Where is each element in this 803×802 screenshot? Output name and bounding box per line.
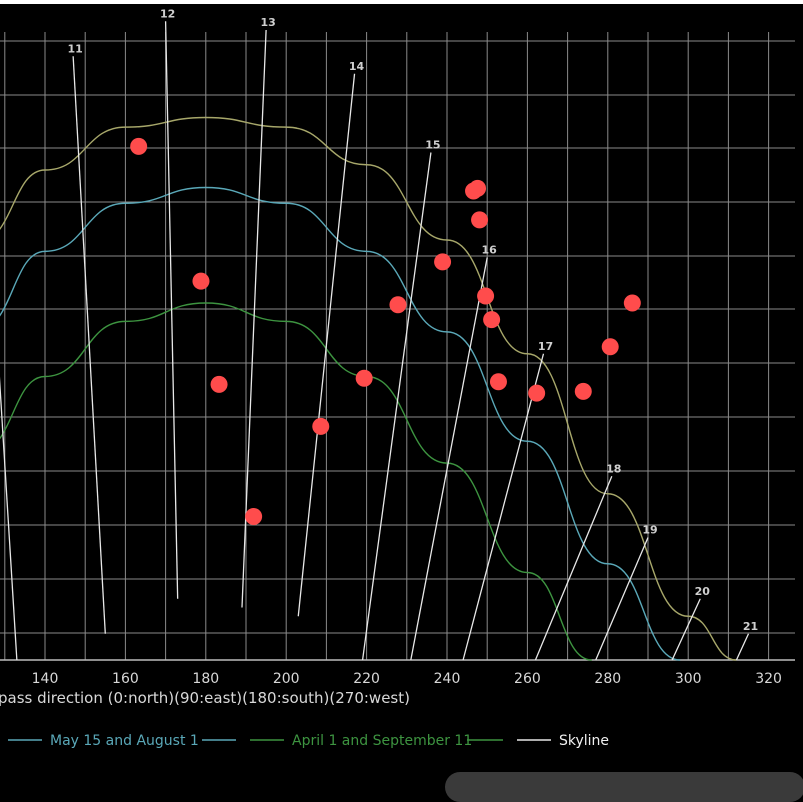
data-points — [130, 137, 641, 525]
hour-label-19: 19 — [642, 524, 657, 537]
hour-label-12: 12 — [160, 7, 175, 20]
hour-label-13: 13 — [260, 16, 275, 29]
data-point — [192, 272, 210, 290]
top-edge-bar — [0, 0, 803, 4]
hour-label-16: 16 — [482, 244, 498, 257]
hour-label-18: 18 — [606, 462, 621, 475]
data-point — [483, 311, 501, 329]
x-tick-label: 200 — [273, 671, 300, 687]
hour-line-13 — [241, 29, 267, 608]
data-point — [210, 375, 228, 393]
data-point — [312, 417, 330, 435]
data-point — [355, 369, 373, 387]
data-point — [389, 296, 407, 314]
x-tick-label: 180 — [192, 671, 219, 687]
data-point — [471, 211, 489, 229]
sun-path-curve-2 — [0, 302, 592, 661]
hour-lines: 101112131415161718192021 — [0, 7, 758, 661]
hour-label-15: 15 — [425, 139, 440, 152]
x-tick-labels: 140 160 180 200 220 240 260 280 300 320 — [32, 671, 782, 687]
hour-line-12 — [164, 21, 179, 599]
data-point — [434, 253, 452, 271]
x-tick-label: 160 — [112, 671, 139, 687]
hour-label-14: 14 — [349, 60, 365, 73]
hour-line-20 — [671, 598, 701, 661]
hour-line-16 — [410, 257, 488, 661]
sun-path-curve-0 — [0, 116, 737, 661]
data-point — [245, 508, 263, 525]
x-tick-label: 220 — [353, 671, 380, 687]
data-point — [601, 338, 619, 356]
x-tick-label: 280 — [594, 671, 621, 687]
hour-line-11 — [72, 56, 106, 634]
hour-line-10 — [0, 376, 18, 661]
bottom-overlay-pill — [445, 772, 803, 802]
x-tick-label: 260 — [514, 671, 541, 687]
data-point — [489, 373, 507, 391]
data-point — [574, 382, 592, 400]
sun-path-curves — [0, 116, 737, 661]
hour-line-19 — [595, 537, 649, 661]
sun-path-chart: 101112131415161718192021 140160180200220… — [0, 7, 795, 749]
hour-line-15 — [361, 152, 432, 661]
data-point — [130, 137, 148, 155]
sun-path-curve-1 — [0, 186, 681, 661]
x-tick-label: 240 — [434, 671, 461, 687]
data-point — [528, 384, 546, 402]
hour-line-21 — [735, 633, 750, 661]
legend-label: Skyline — [559, 733, 609, 749]
x-tick-label: 140 — [32, 671, 59, 687]
hour-line-14 — [297, 73, 356, 617]
data-point — [469, 179, 487, 197]
grid — [0, 32, 795, 661]
chart-svg: 101112131415161718192021 140160180200220… — [0, 7, 795, 749]
legend-label: May 15 and August 1 — [50, 733, 199, 749]
hour-label-21: 21 — [743, 620, 758, 633]
legend: May 15 and August 1 April 1 and September… — [8, 733, 609, 749]
x-tick-label: 300 — [675, 671, 702, 687]
data-point — [623, 294, 641, 312]
data-point — [477, 287, 495, 305]
hour-label-17: 17 — [538, 340, 553, 353]
legend-label: April 1 and September 11 — [292, 733, 472, 749]
hour-label-11: 11 — [67, 42, 82, 55]
hour-line-18 — [534, 476, 613, 661]
x-tick-label: 320 — [755, 671, 782, 687]
hour-line-17 — [462, 353, 545, 661]
hour-label-20: 20 — [695, 585, 711, 598]
x-axis-label: pass direction (0:north)(90:east)(180:so… — [0, 689, 410, 707]
